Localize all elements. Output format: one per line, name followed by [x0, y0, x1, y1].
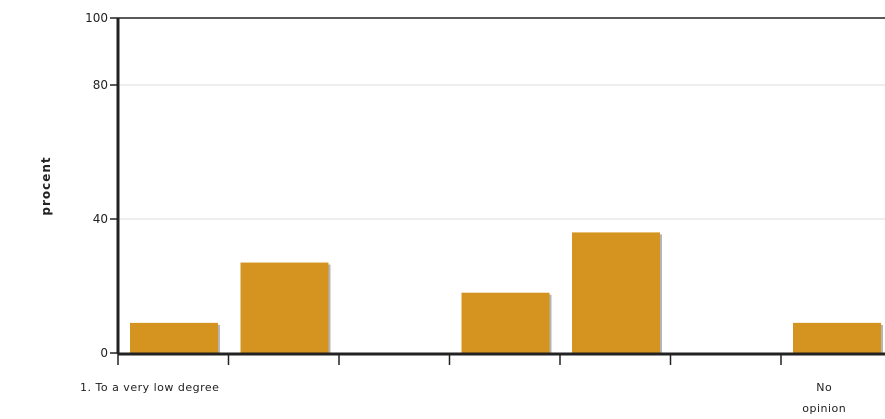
bar-0	[130, 322, 218, 353]
y-axis-title-group: procent	[39, 156, 53, 215]
y-axis-title: procent	[39, 156, 53, 215]
y-tick-label-0: 0	[100, 346, 108, 360]
y-tick-label-40: 40	[93, 212, 108, 226]
y-tick-label-80: 80	[93, 78, 108, 92]
y-tick-label-100: 100	[85, 11, 108, 25]
x-category-label-0: 1. To a very low degree	[80, 381, 219, 394]
bar-4	[572, 232, 660, 353]
bar-3	[461, 292, 550, 353]
bar-1	[240, 262, 329, 353]
gridlines	[118, 84, 885, 220]
x-category-label-6-line-0: No	[816, 381, 832, 394]
x-category-label-6-line-1: opinion	[802, 402, 846, 415]
bars	[130, 232, 883, 353]
axes: 0 40 80 100 1. To a very low degree No opinion	[80, 11, 885, 415]
bar-6	[793, 322, 881, 353]
